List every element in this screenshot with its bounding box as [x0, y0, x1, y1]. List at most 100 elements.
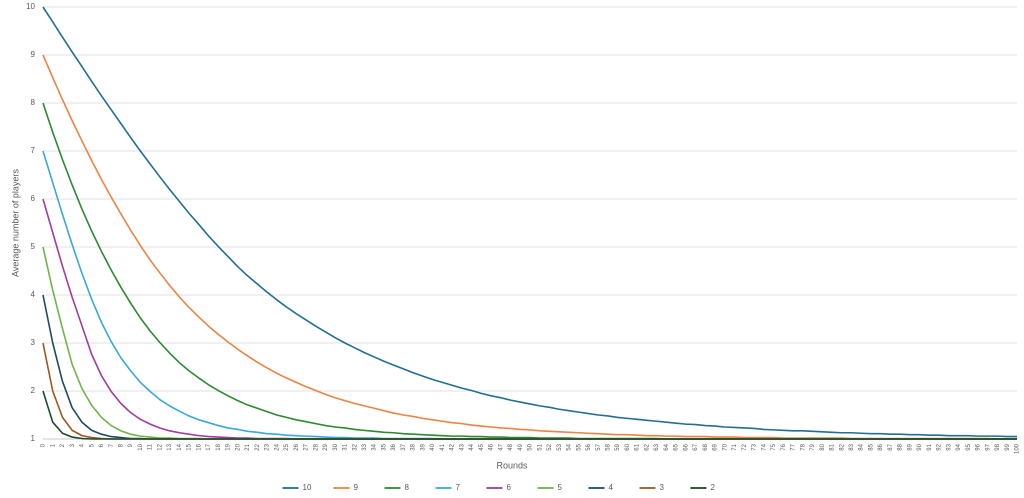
x-tick-label: 21	[245, 443, 251, 450]
x-tick-label: 94	[956, 443, 962, 450]
x-tick-label: 52	[547, 443, 553, 450]
legend-label: 2	[711, 483, 716, 492]
legend-label: 4	[609, 483, 614, 492]
legend-label: 8	[405, 483, 410, 492]
series-line	[42, 294, 1017, 440]
x-tick-label: 31	[343, 443, 349, 450]
x-tick-label: 26	[294, 443, 300, 450]
x-tick-label: 92	[937, 443, 943, 450]
x-tick-label: 78	[800, 443, 806, 450]
x-tick-label: 47	[498, 443, 504, 450]
x-tick-label: 4	[80, 443, 86, 447]
y-tick-label: 1	[31, 434, 36, 443]
x-tick-label: 8	[118, 443, 124, 447]
x-tick-label: 20	[235, 443, 241, 450]
x-tick-label: 37	[401, 443, 407, 450]
y-tick-label: 4	[31, 290, 36, 299]
legend-label: 5	[558, 483, 563, 492]
x-tick-label: 35	[381, 443, 387, 450]
x-tick-label: 22	[255, 443, 261, 450]
x-tick-label: 65	[674, 443, 680, 450]
x-tick-label: 38	[411, 443, 417, 450]
x-tick-label: 99	[1005, 443, 1011, 450]
x-tick-label: 89	[907, 443, 913, 450]
x-tick-label: 23	[265, 443, 271, 450]
x-tick-label: 85	[868, 443, 874, 450]
x-tick-label: 17	[206, 443, 212, 450]
legend-label: 6	[507, 483, 512, 492]
x-tick-label: 70	[722, 443, 728, 450]
x-tick-label: 44	[469, 443, 475, 450]
x-tick-label: 61	[635, 443, 641, 450]
series-line	[42, 198, 1017, 440]
x-tick-label: 93	[946, 443, 952, 450]
x-tick-label: 42	[450, 443, 456, 450]
x-tick-label: 33	[362, 443, 368, 450]
x-tick-label: 87	[888, 443, 894, 450]
legend-label: 7	[456, 483, 461, 492]
x-tick-label: 62	[644, 443, 650, 450]
x-tick-label: 49	[518, 443, 524, 450]
x-tick-label: 36	[391, 443, 397, 450]
x-tick-label: 71	[732, 443, 738, 450]
x-tick-label: 3	[70, 443, 76, 447]
x-tick-label: 50	[528, 443, 534, 450]
x-tick-label: 73	[752, 443, 758, 450]
x-tick-label: 43	[459, 443, 465, 450]
x-tick-label: 40	[430, 443, 436, 450]
x-tick-label: 72	[742, 443, 748, 450]
x-tick-label: 46	[489, 443, 495, 450]
x-tick-label: 81	[830, 443, 836, 450]
x-tick-label: 54	[567, 443, 573, 450]
x-tick-label: 90	[917, 443, 923, 450]
x-tick-label: 18	[216, 443, 222, 450]
y-tick-label: 5	[31, 242, 36, 251]
x-tick-label: 25	[284, 443, 290, 450]
x-tick-label: 41	[440, 443, 446, 450]
y-axis-label: Average number of players	[10, 169, 20, 277]
x-tick-label: 32	[352, 443, 358, 450]
x-tick-label: 27	[304, 443, 310, 450]
x-tick-label: 83	[849, 443, 855, 450]
x-tick-label: 14	[177, 443, 183, 450]
x-tick-label: 69	[713, 443, 719, 450]
x-tick-label: 76	[781, 443, 787, 450]
x-tick-label: 84	[859, 443, 865, 450]
x-tick-label: 75	[771, 443, 777, 450]
series-line	[42, 102, 1017, 440]
x-tick-label: 9	[128, 443, 134, 447]
legend-label: 3	[660, 483, 665, 492]
legend-label: 9	[354, 483, 359, 492]
x-tick-label: 98	[995, 443, 1001, 450]
x-tick-label: 55	[576, 443, 582, 450]
x-tick-label: 67	[693, 443, 699, 450]
x-tick-label: 30	[333, 443, 339, 450]
x-tick-label: 24	[274, 443, 280, 450]
x-tick-label: 53	[557, 443, 563, 450]
x-tick-label: 19	[226, 443, 232, 450]
x-tick-label: 6	[99, 443, 105, 447]
y-tick-label: 10	[26, 2, 35, 11]
x-tick-label: 68	[703, 443, 709, 450]
x-tick-label: 11	[148, 443, 154, 450]
x-tick-label: 51	[537, 443, 543, 450]
x-tick-label: 12	[157, 443, 163, 450]
x-axis-label: Rounds	[496, 460, 528, 470]
legend-label: 10	[303, 483, 312, 492]
x-tick-label: 74	[761, 443, 767, 450]
x-tick-label: 48	[508, 443, 514, 450]
y-tick-label: 7	[31, 146, 36, 155]
x-tick-label: 1	[50, 443, 56, 447]
x-tick-label: 0	[41, 443, 47, 447]
x-tick-label: 2	[60, 443, 66, 447]
x-tick-label: 13	[167, 443, 173, 450]
x-tick-label: 58	[605, 443, 611, 450]
x-tick-label: 64	[664, 443, 670, 450]
x-tick-label: 45	[479, 443, 485, 450]
y-tick-label: 6	[31, 194, 36, 203]
x-tick-label: 97	[985, 443, 991, 450]
x-tick-label: 56	[586, 443, 592, 450]
x-tick-label: 96	[976, 443, 982, 450]
y-tick-label: 8	[31, 98, 36, 107]
series-line	[42, 6, 1017, 438]
